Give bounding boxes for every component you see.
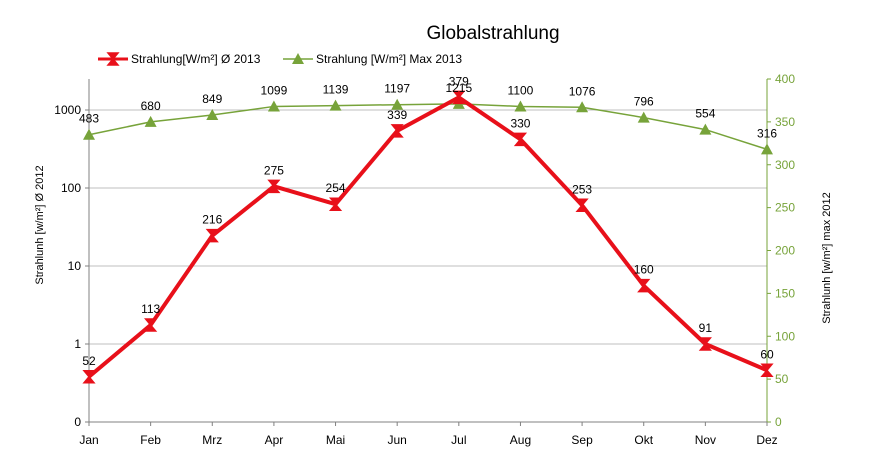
series-avg-point <box>144 318 158 332</box>
left-tick-label: 1000 <box>54 103 81 117</box>
data-label-avg: 253 <box>572 182 592 196</box>
x-tick-label: Mrz <box>202 433 222 447</box>
data-label-max: 1197 <box>384 82 410 96</box>
x-tick-label: Jul <box>451 433 466 447</box>
data-label-avg: 60 <box>760 347 774 361</box>
gridlines <box>89 109 767 345</box>
left-tick-label: 1 <box>74 337 81 351</box>
series-avg-point <box>452 90 466 105</box>
data-label-avg: 379 <box>449 74 469 88</box>
data-label-max: 554 <box>695 107 715 121</box>
series-max-point <box>83 128 95 140</box>
series-max-point <box>329 99 342 111</box>
series-max-point <box>576 101 589 113</box>
data-label-avg: 91 <box>699 321 713 335</box>
series-max-point <box>637 111 650 123</box>
data-label-avg: 113 <box>141 302 160 316</box>
data-label-max: 1139 <box>323 83 349 97</box>
series-max-point <box>699 123 712 135</box>
series-max-point <box>514 100 527 112</box>
series-avg-point <box>575 198 589 213</box>
series-max-point <box>391 98 404 110</box>
series-avg-point <box>760 363 774 378</box>
data-labels-max: 483 680 849 1099 1139 1197 1215 1100 1076 796 554 3… <box>79 81 777 140</box>
left-tick-label: 10 <box>68 259 82 273</box>
right-tick-label: 350 <box>775 115 795 129</box>
series-max-line <box>88 103 768 151</box>
series-avg-point <box>267 179 281 194</box>
right-tick-label: 0 <box>775 415 782 429</box>
axes <box>88 79 768 423</box>
series-avg-line <box>87 95 768 379</box>
series-max-point <box>206 109 219 121</box>
data-label-max: 316 <box>757 126 777 140</box>
data-label-avg: 254 <box>326 181 346 195</box>
data-label-max: 1099 <box>261 83 288 97</box>
data-label-avg: 339 <box>387 108 407 122</box>
data-label-max: 1215 <box>445 81 472 95</box>
legend-marker-series-2 <box>292 53 304 64</box>
series-avg-point <box>390 124 404 138</box>
x-tick-label: Dez <box>756 433 777 447</box>
chart-title: Globalstrahlung <box>426 23 559 44</box>
series-avg-point <box>698 337 712 351</box>
x-tick-label: Nov <box>695 433 716 447</box>
data-label-avg: 160 <box>634 263 654 277</box>
series-max-point <box>267 100 280 112</box>
data-label-max: 1076 <box>569 84 596 98</box>
series-avg-point <box>205 228 219 243</box>
x-tick-label: Jun <box>388 433 407 447</box>
right-tick-label: 50 <box>775 372 789 386</box>
left-tick-label: 100 <box>61 181 81 195</box>
legend-label-series-1: Strahlung[W/m²] Ø 2013 <box>131 52 261 66</box>
series-avg-2013 <box>82 90 774 384</box>
right-tick-label: 150 <box>775 286 795 300</box>
data-label-avg: 52 <box>82 354 96 368</box>
x-tick-label: Okt <box>634 433 653 447</box>
x-tick-label: Sep <box>571 433 593 447</box>
series-max-point <box>144 115 157 127</box>
data-labels-avg: 52 113 216 275 254 339 379 330 253 160 91 60 <box>82 74 774 367</box>
right-tick-label: 100 <box>775 329 795 343</box>
data-label-max: 680 <box>141 99 161 113</box>
series-avg-point <box>82 370 96 384</box>
x-tick-label: Jan <box>79 433 98 447</box>
legend: Strahlung[W/m²] Ø 2013 Strahlung [W/m²] … <box>98 52 462 66</box>
x-tick-label: Mai <box>326 433 345 447</box>
data-label-avg: 330 <box>510 116 530 130</box>
left-axis-ticks: 0 1 10 100 1000 <box>54 103 89 429</box>
series-max-point <box>761 143 773 155</box>
legend-label-series-2: Strahlung [W/m²] Max 2013 <box>316 52 462 66</box>
right-tick-label: 300 <box>775 158 795 172</box>
data-label-avg: 216 <box>202 213 222 227</box>
data-label-avg: 275 <box>264 163 284 177</box>
right-tick-label: 400 <box>775 72 795 86</box>
data-label-max: 483 <box>79 112 99 126</box>
right-tick-label: 200 <box>775 244 795 258</box>
right-axis-ticks: 0 50 100 150 200 250 300 350 400 <box>767 72 795 429</box>
x-tick-label: Apr <box>265 433 284 447</box>
x-tick-label: Feb <box>140 433 161 447</box>
series-avg-point <box>328 197 343 211</box>
left-axis-label: Strahlunh [w/m²] Ø 2012 <box>34 165 46 284</box>
right-tick-label: 250 <box>775 201 795 215</box>
left-tick-label: 0 <box>74 415 81 429</box>
x-axis-ticks: Jan Feb Mrz Apr Mai Jun Jul Aug Sep Okt Nov Dez <box>79 422 778 447</box>
x-tick-label: Aug <box>510 433 531 447</box>
data-label-max: 849 <box>202 92 222 106</box>
series-avg-point <box>513 132 528 147</box>
series-avg-point <box>637 278 651 293</box>
data-label-max: 796 <box>634 95 654 109</box>
right-axis-label: Strahlunh [w/m²] max 2012 <box>821 192 833 323</box>
data-label-max: 1100 <box>508 83 534 97</box>
legend-marker-series-1 <box>106 52 120 66</box>
series-max-2013 <box>83 97 773 155</box>
